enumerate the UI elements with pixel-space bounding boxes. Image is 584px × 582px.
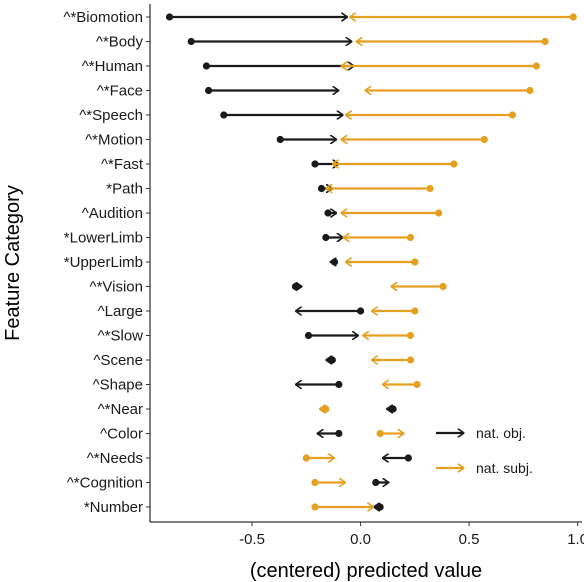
data-point bbox=[450, 160, 458, 168]
data-point bbox=[324, 209, 332, 217]
data-point bbox=[413, 380, 421, 389]
data-point bbox=[202, 62, 211, 70]
y-tick-label: ^Shape bbox=[93, 377, 143, 394]
data-point bbox=[220, 111, 228, 119]
y-axis: ^*Biomotion ^*Body ^*Human ^*Face ^*Speech ^*… bbox=[63, 4, 151, 522]
y-tick-label: ^*Fast bbox=[101, 156, 144, 173]
x-tick-label: 0.5 bbox=[459, 531, 480, 548]
x-tick-label: 1.0 bbox=[567, 531, 584, 548]
data-point bbox=[311, 160, 319, 168]
data-point bbox=[311, 503, 319, 511]
y-tick-label: ^*Motion bbox=[85, 132, 143, 149]
data-point bbox=[426, 184, 434, 193]
y-tick-label: ^Scene bbox=[93, 352, 143, 369]
y-tick-label: ^*Vision bbox=[90, 279, 143, 296]
y-axis-title: Feature Category bbox=[2, 185, 24, 341]
y-tick-label: ^*Biomotion bbox=[63, 9, 143, 26]
y-tick-label: ^*Needs bbox=[87, 450, 143, 467]
data-point bbox=[569, 13, 577, 21]
plot-area bbox=[165, 13, 577, 511]
data-point bbox=[335, 380, 343, 389]
legend-label: nat. obj. bbox=[476, 425, 526, 441]
data-point bbox=[330, 258, 339, 266]
data-point bbox=[356, 307, 365, 315]
data-point bbox=[532, 62, 541, 70]
data-point bbox=[508, 111, 517, 119]
y-tick-label: ^Audition bbox=[82, 205, 143, 222]
data-point bbox=[480, 135, 488, 144]
data-point bbox=[406, 233, 415, 242]
data-point bbox=[335, 429, 343, 438]
data-point bbox=[376, 503, 384, 511]
y-tick-label: ^*Cognition bbox=[67, 475, 143, 492]
data-point bbox=[165, 13, 174, 21]
y-tick-label: ^*Human bbox=[82, 58, 143, 75]
y-tick-label: *UpperLimb bbox=[64, 254, 143, 271]
y-tick-label: *Number bbox=[84, 499, 143, 516]
data-point bbox=[411, 307, 419, 315]
x-tick-label: -0.5 bbox=[239, 531, 265, 548]
data-point bbox=[205, 86, 213, 95]
data-point bbox=[311, 478, 319, 487]
y-tick-label: ^*Slow bbox=[98, 328, 144, 345]
y-tick-label: *Path bbox=[106, 181, 143, 198]
data-point bbox=[376, 429, 384, 438]
data-point bbox=[276, 135, 284, 144]
series-nat-obj bbox=[165, 13, 412, 511]
y-tick-label: ^*Near bbox=[98, 401, 143, 418]
legend-label: nat. subj. bbox=[476, 460, 533, 476]
y-tick-label: ^*Speech bbox=[79, 107, 143, 124]
y-tick-label: ^*Face bbox=[97, 83, 143, 100]
x-axis: -0.5 0.0 0.5 1.0 bbox=[150, 521, 584, 548]
data-point bbox=[526, 86, 534, 95]
x-tick-label: 0.0 bbox=[350, 531, 371, 548]
data-point bbox=[404, 454, 412, 462]
data-point bbox=[406, 331, 415, 340]
y-tick-label: ^*Body bbox=[96, 34, 144, 51]
data-point bbox=[439, 282, 447, 291]
data-point bbox=[389, 405, 397, 413]
data-point bbox=[304, 331, 313, 340]
y-tick-label: ^Large bbox=[98, 303, 143, 320]
data-point bbox=[435, 209, 443, 217]
data-point bbox=[411, 258, 419, 266]
y-tick-label: ^Color bbox=[100, 426, 143, 443]
series-nat-subj bbox=[302, 13, 577, 511]
data-point bbox=[541, 37, 549, 46]
data-point bbox=[302, 454, 310, 462]
data-point bbox=[322, 233, 330, 242]
data-point bbox=[322, 405, 330, 413]
data-point bbox=[328, 356, 336, 364]
data-point bbox=[406, 356, 415, 364]
data-point bbox=[372, 478, 380, 487]
data-point bbox=[291, 282, 300, 291]
x-axis-title: (centered) predicted value bbox=[250, 560, 482, 582]
data-point bbox=[317, 184, 326, 193]
legend: nat. obj. nat. subj. bbox=[436, 425, 533, 476]
y-tick-label: *LowerLimb bbox=[64, 230, 143, 247]
data-point bbox=[187, 37, 195, 46]
